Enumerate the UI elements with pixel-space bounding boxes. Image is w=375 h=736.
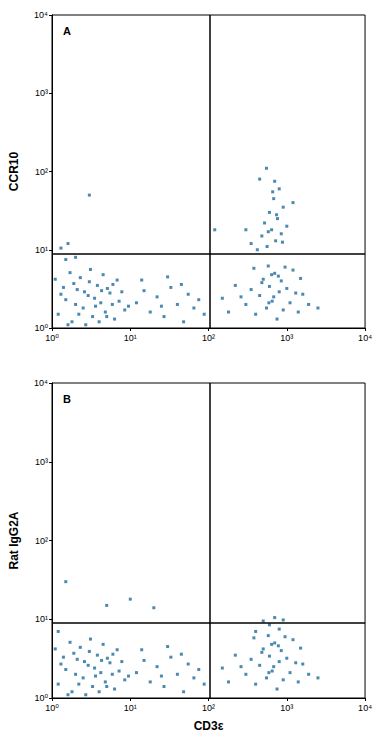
svg-text:10¹: 10¹ [35,614,48,624]
svg-text:10⁴: 10⁴ [34,378,48,388]
svg-text:10⁰: 10⁰ [45,703,59,713]
svg-text:10⁰: 10⁰ [34,323,48,333]
svg-text:10²: 10² [202,703,215,713]
svg-text:10⁴: 10⁴ [358,703,372,713]
svg-text:10⁰: 10⁰ [34,693,48,703]
svg-text:10⁴: 10⁴ [358,333,372,343]
svg-text:10¹: 10¹ [35,245,48,255]
svg-text:CCR10: CCR10 [7,152,21,192]
svg-text:B: B [63,393,71,405]
svg-text:A: A [63,25,71,37]
svg-text:10³: 10³ [280,333,293,343]
svg-text:10⁴: 10⁴ [34,10,48,20]
svg-text:10⁰: 10⁰ [45,333,59,343]
svg-text:CD3ε: CD3ε [194,719,224,733]
svg-text:10²: 10² [35,536,48,546]
svg-text:10³: 10³ [35,88,48,98]
svg-text:10¹: 10¹ [124,333,137,343]
svg-text:10¹: 10¹ [124,703,137,713]
svg-text:Rat IgG2A: Rat IgG2A [7,511,21,569]
svg-text:10³: 10³ [280,703,293,713]
svg-text:10²: 10² [202,333,215,343]
svg-text:10³: 10³ [35,457,48,467]
svg-text:10²: 10² [35,167,48,177]
